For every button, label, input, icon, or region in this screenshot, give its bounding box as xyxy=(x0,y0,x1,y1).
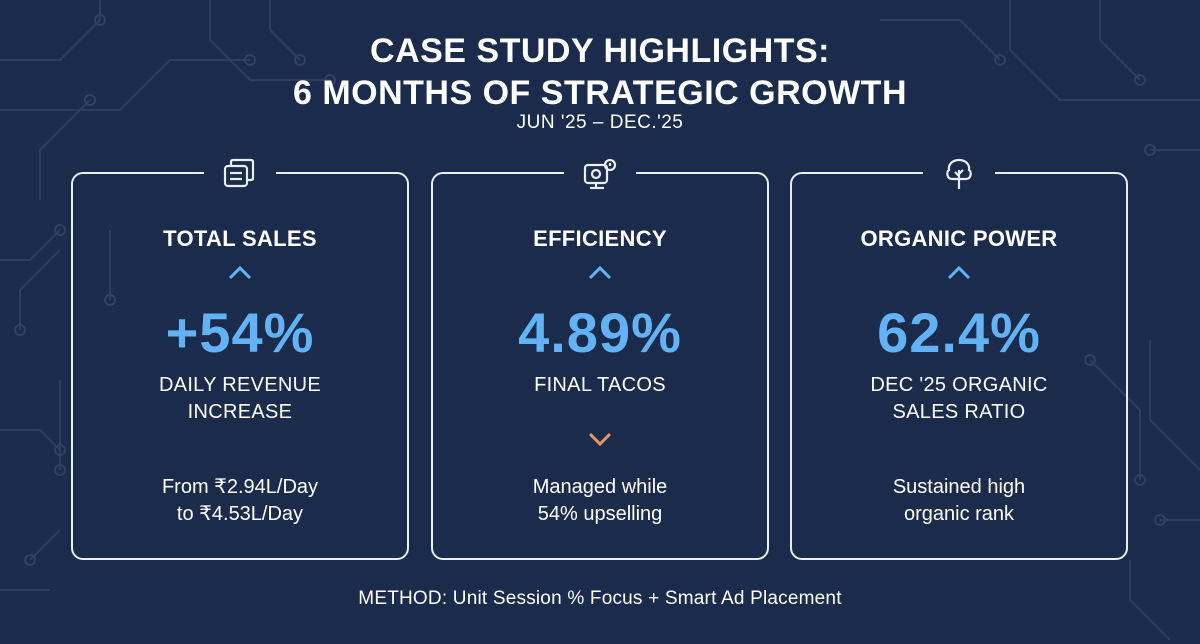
metric-label-line-2: INCREASE xyxy=(187,401,293,423)
metric-value: +54% xyxy=(165,301,315,364)
metric-value: 62.4% xyxy=(877,301,1041,364)
trend-up-icon xyxy=(947,265,971,280)
metric-value: 4.89% xyxy=(518,301,682,364)
title-line-1: CASE STUDY HIGHLIGHTS: xyxy=(370,32,830,70)
card-title: ORGANIC POWER xyxy=(860,226,1058,251)
note-line-2: organic rank xyxy=(903,503,1015,525)
trend-up-icon xyxy=(228,265,252,280)
metric-label: DEC '25 ORGANIC SALES RATIO xyxy=(792,372,1126,426)
card-note: Managed while 54% upselling xyxy=(433,474,767,528)
date-range: JUN '25 – DEC.'25 xyxy=(516,112,684,133)
monitor-gear-icon xyxy=(564,152,636,196)
trend-up-icon xyxy=(588,265,612,280)
card-note: From ₹2.94L/Day to ₹4.53L/Day xyxy=(73,474,407,528)
card-note: Sustained high organic rank xyxy=(792,474,1126,528)
metric-label-line-2: SALES RATIO xyxy=(892,401,1026,423)
documents-icon xyxy=(204,152,276,196)
card-efficiency: EFFICIENCY 4.89% FINAL TACOS Managed whi… xyxy=(431,152,769,560)
note-line-2: 54% upselling xyxy=(537,503,663,525)
metric-label-line-1: DEC '25 ORGANIC xyxy=(870,374,1048,396)
note-line-1: Sustained high xyxy=(892,476,1026,498)
trend-down-icon xyxy=(588,432,612,447)
method-footer: METHOD: Unit Session % Focus + Smart Ad … xyxy=(358,588,842,609)
card-organic-power: ORGANIC POWER 62.4% DEC '25 ORGANIC SALE… xyxy=(790,152,1128,560)
note-line-2: to ₹4.53L/Day xyxy=(176,503,304,525)
page-title: CASE STUDY HIGHLIGHTS: 6 MONTHS OF STRAT… xyxy=(0,30,1200,114)
card-title: TOTAL SALES xyxy=(163,226,317,251)
note-line-1: Managed while xyxy=(532,476,668,498)
note-line-1: From ₹2.94L/Day xyxy=(161,476,319,498)
metric-label-line-1: FINAL TACOS xyxy=(534,374,666,396)
card-total-sales: TOTAL SALES +54% DAILY REVENUE INCREASE … xyxy=(71,152,409,560)
metric-label: FINAL TACOS xyxy=(433,372,767,399)
metric-label-line-1: DAILY REVENUE xyxy=(158,374,322,396)
card-title: EFFICIENCY xyxy=(533,226,667,251)
metric-label: DAILY REVENUE INCREASE xyxy=(73,372,407,426)
title-line-2: 6 MONTHS OF STRATEGIC GROWTH xyxy=(292,74,907,112)
tree-icon xyxy=(923,152,995,196)
